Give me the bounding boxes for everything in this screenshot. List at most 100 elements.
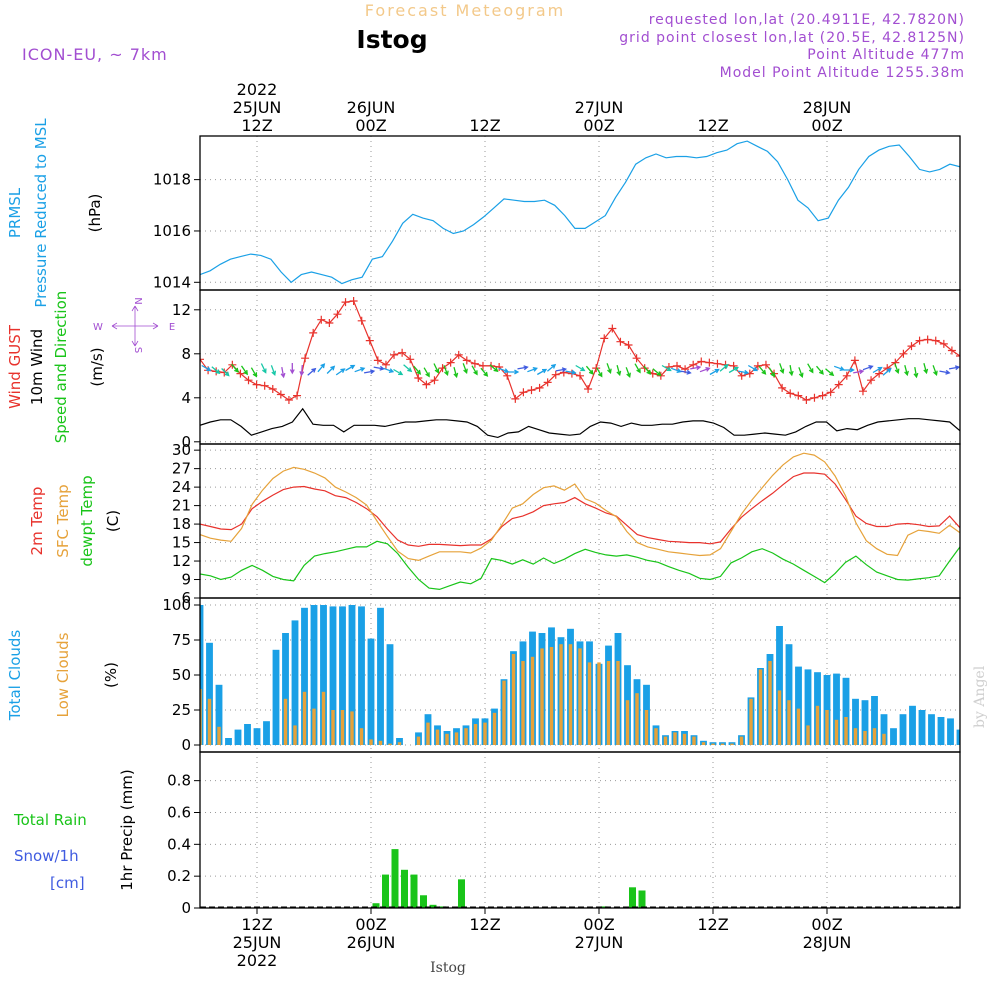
low-cloud-bar xyxy=(644,710,649,745)
gust-marker xyxy=(616,337,625,346)
byline-watermark: by Angel xyxy=(972,665,988,728)
total-cloud-bar xyxy=(291,620,299,745)
top-tick-label-0-0: 2022 xyxy=(237,80,278,99)
gust-marker xyxy=(454,350,463,359)
gust-marker xyxy=(495,363,504,371)
total-cloud-bar xyxy=(785,644,793,745)
gust-marker xyxy=(923,335,932,344)
low-cloud-bar xyxy=(796,708,801,745)
low-cloud-bar xyxy=(559,644,563,745)
total-cloud-bar xyxy=(358,606,365,745)
wind-arrow xyxy=(240,365,248,376)
gust-marker xyxy=(527,386,536,395)
y-label-1: SFC Temp xyxy=(54,484,72,557)
low-cloud-bar xyxy=(321,691,326,745)
y-tick-label: 1018 xyxy=(153,171,191,189)
wind-arrow xyxy=(307,367,317,376)
y-label-1: Low Clouds xyxy=(54,632,72,717)
rain-bar xyxy=(629,887,636,908)
wind-arrow xyxy=(433,363,440,374)
total-cloud-bar xyxy=(200,605,204,745)
wind-arrow xyxy=(326,365,336,374)
low-cloud-bar xyxy=(200,689,202,745)
total-cloud-bar xyxy=(377,607,384,745)
wind-arrow xyxy=(680,369,692,375)
plot-area xyxy=(200,605,960,745)
compass-e: E xyxy=(169,322,175,333)
total-cloud-bar xyxy=(320,605,327,745)
total-cloud-bar xyxy=(928,714,935,745)
wind-arrow xyxy=(747,364,759,372)
gust-marker xyxy=(398,348,407,357)
wind-arrow xyxy=(480,367,489,377)
series-line xyxy=(200,452,960,562)
top-tick-label-0-2: 12Z xyxy=(241,116,272,135)
y-tick-label: 50 xyxy=(172,666,191,684)
wind-arrow xyxy=(882,367,892,376)
low-cloud-bar xyxy=(502,680,506,745)
gust-marker xyxy=(551,370,560,379)
supertitle: Forecast Meteogram xyxy=(365,1,565,20)
y-label-2: (%) xyxy=(102,662,120,688)
gust-marker xyxy=(260,381,269,390)
low-cloud-bar xyxy=(739,736,744,745)
total-cloud-bar xyxy=(310,605,318,745)
wind-arrow xyxy=(643,365,652,375)
low-cloud-bar xyxy=(521,661,525,745)
low-cloud-bar xyxy=(787,700,791,745)
gust-marker xyxy=(915,336,924,345)
total-cloud-bar xyxy=(282,633,289,745)
low-cloud-bar xyxy=(730,743,734,745)
gust-marker xyxy=(284,396,293,404)
total-cloud-bar xyxy=(386,644,394,745)
gust-marker xyxy=(761,360,770,369)
wind-arrow xyxy=(565,369,577,375)
gust-marker xyxy=(252,380,261,389)
gust-marker xyxy=(753,361,762,370)
low-cloud-bar xyxy=(511,654,516,745)
y-label-0: 1hr Precip (mm) xyxy=(118,769,136,890)
y-label-0: 2m Temp xyxy=(28,487,46,556)
low-cloud-bar xyxy=(863,731,867,745)
gust-marker xyxy=(899,349,908,358)
gust-marker xyxy=(826,388,835,397)
model-altitude: Model Point Altitude 1255.38m xyxy=(720,65,965,81)
wind-arrow xyxy=(383,367,395,373)
gust-marker xyxy=(931,336,940,345)
low-cloud-bar xyxy=(340,710,345,745)
gust-marker xyxy=(325,319,334,327)
total-cloud-bar xyxy=(890,728,897,745)
rain-bar xyxy=(429,904,437,908)
gust-marker xyxy=(810,393,819,402)
low-cloud-bar xyxy=(758,669,763,745)
wind-arrow xyxy=(948,365,960,371)
total-cloud-bar xyxy=(253,728,261,745)
wind-arrow xyxy=(423,367,430,378)
rain-bar xyxy=(410,874,418,908)
y-label-1: Pressure Reduced to MSL xyxy=(32,118,50,308)
gust-marker xyxy=(309,328,318,337)
wind-arrow xyxy=(843,367,855,373)
y-tick-label: 0 xyxy=(181,899,191,917)
low-cloud-bar xyxy=(673,732,677,745)
wind-arrow xyxy=(453,367,459,379)
precip-legend-0: Total Rain xyxy=(13,811,87,829)
gust-marker xyxy=(875,369,884,378)
low-cloud-bar xyxy=(663,736,668,745)
wind-arrow xyxy=(299,364,305,377)
y-tick-label: 15 xyxy=(172,534,191,552)
y-label-1: 10m Wind xyxy=(28,329,46,405)
total-cloud-bar xyxy=(861,700,869,745)
compass-n: N xyxy=(132,297,143,304)
wind-compass: N S W E xyxy=(93,297,175,353)
y-label-3: (C) xyxy=(104,510,122,532)
clouds-panel: 0 25 50 75 100 Total Clouds Low Clouds (%) xyxy=(6,596,961,754)
total-cloud-bar xyxy=(776,626,783,745)
precip-legend-2: [cm] xyxy=(50,874,85,892)
panel-frame xyxy=(199,751,961,909)
low-cloud-bar xyxy=(806,725,810,745)
wind-arrow xyxy=(536,368,548,376)
gust-marker xyxy=(867,376,876,385)
footer-location: Istog xyxy=(430,960,466,976)
